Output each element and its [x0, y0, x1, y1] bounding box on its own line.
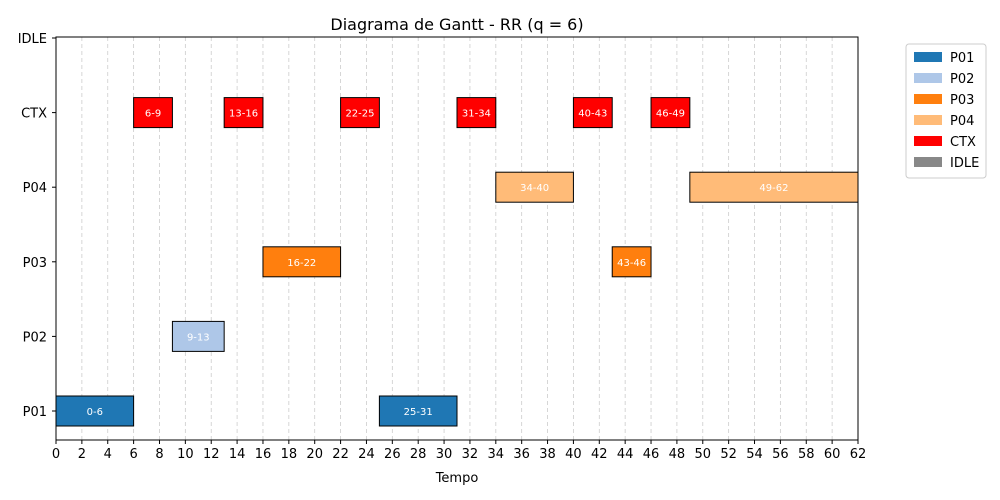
x-tick-label: 20 [306, 447, 323, 462]
x-tick-label: 40 [565, 447, 582, 462]
segment-bar [340, 97, 380, 129]
x-tick-label: 16 [255, 447, 272, 462]
legend-label: P01 [950, 51, 974, 66]
segment-label: 0-6 [87, 407, 103, 418]
x-tick-label: 34 [488, 447, 505, 462]
segment-bar [55, 395, 135, 427]
segment-label: 43-46 [617, 258, 646, 269]
legend-label: IDLE [950, 156, 979, 171]
y-axis: P01 P02 P03 P04 CTX IDLE [18, 32, 56, 420]
x-tick-label: 22 [332, 447, 349, 462]
x-tick-label: 30 [436, 447, 453, 462]
segment-label: 40-43 [578, 109, 607, 120]
x-tick-label: 56 [772, 447, 789, 462]
segment-bar [223, 97, 264, 129]
x-tick-label: 6 [129, 447, 137, 462]
x-tick-label: 24 [358, 447, 375, 462]
legend-label: P04 [950, 114, 974, 129]
segment-bar [650, 97, 691, 129]
segments: 0-6 6-9 9-13 13-16 16-22 22-25 25-31 31-34 34-40… [55, 97, 859, 427]
x-tick-label: 18 [281, 447, 298, 462]
x-tick-label: 2 [78, 447, 86, 462]
chart-title: Diagrama de Gantt - RR (q = 6) [330, 15, 583, 34]
legend-swatch [914, 73, 942, 83]
legend-swatch [914, 115, 942, 125]
segment-bar [495, 171, 574, 203]
x-tick-label: 26 [384, 447, 401, 462]
x-tick-label: 38 [539, 447, 556, 462]
x-tick-label: 28 [410, 447, 427, 462]
y-tick-label: CTX [21, 107, 47, 122]
x-tick-label: 62 [850, 447, 867, 462]
segment-bar [133, 97, 173, 129]
segment-label: 34-40 [520, 183, 549, 194]
segment-label: 49-62 [759, 183, 788, 194]
y-tick-label: P02 [23, 330, 47, 345]
segment-label: 9-13 [187, 332, 210, 343]
x-tick-label: 48 [669, 447, 686, 462]
x-tick-label: 10 [177, 447, 194, 462]
legend: P01 P02 P03 P04 CTX IDLE [905, 43, 987, 179]
segment-label: 6-9 [145, 109, 161, 120]
legend-swatch [914, 157, 942, 167]
legend-swatch [914, 136, 942, 146]
segment-label: 16-22 [287, 258, 316, 269]
segment-bar [456, 97, 497, 129]
segment-bar [378, 395, 458, 427]
y-tick-label: P03 [23, 256, 47, 271]
x-tick-label: 36 [513, 447, 530, 462]
x-tick-label: 60 [824, 447, 841, 462]
segment-bar [689, 171, 859, 203]
segment-bar [611, 246, 652, 278]
x-axis-label: Tempo [435, 471, 479, 486]
legend-label: P03 [950, 93, 974, 108]
plot-frame [55, 36, 859, 441]
x-tick-label: 14 [229, 447, 246, 462]
segment-label: 13-16 [229, 109, 258, 120]
segment-label: 46-49 [656, 109, 685, 120]
x-tick-label: 52 [720, 447, 737, 462]
x-tick-label: 54 [746, 447, 763, 462]
segment-bar [572, 97, 613, 129]
x-tick-label: 8 [155, 447, 163, 462]
legend-label: P02 [950, 72, 974, 87]
x-tick-label: 12 [203, 447, 220, 462]
x-tick-label: 58 [798, 447, 815, 462]
segment-label: 22-25 [345, 109, 374, 120]
segment-label: 25-31 [404, 407, 433, 418]
segment-bar [262, 246, 342, 278]
legend-label: CTX [950, 135, 976, 150]
legend-swatch [914, 52, 942, 62]
x-tick-label: 32 [462, 447, 479, 462]
segment-bar [171, 320, 225, 352]
segment-label: 31-34 [462, 109, 491, 120]
y-tick-label: P04 [23, 181, 47, 196]
x-tick-label: 50 [695, 447, 712, 462]
y-tick-label: IDLE [18, 32, 47, 47]
x-axis: 0 2 4 6 8 10 12 14 16 18 20 22 24 26 28 30 32 34 36 38 40 42 4… [52, 440, 866, 462]
legend-swatch [914, 94, 942, 104]
x-tick-label: 0 [52, 447, 60, 462]
x-tick-label: 44 [617, 447, 634, 462]
x-tick-label: 46 [643, 447, 660, 462]
x-tick-label: 4 [104, 447, 112, 462]
y-tick-label: P01 [23, 405, 47, 420]
x-tick-label: 42 [591, 447, 608, 462]
